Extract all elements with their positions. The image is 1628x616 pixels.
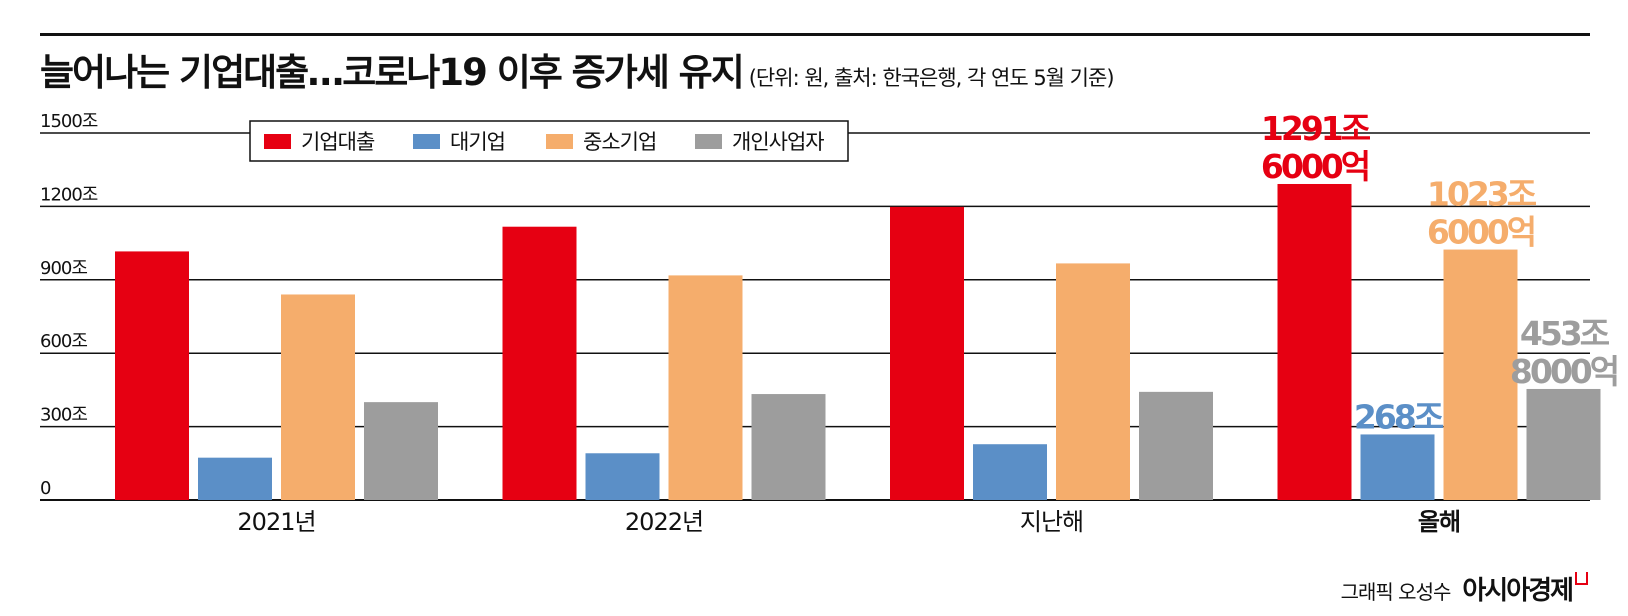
- y-tick-label: 300조: [40, 405, 87, 426]
- y-tick-label: 1200조: [40, 184, 98, 205]
- brand-logo: 아시아경제: [1462, 576, 1574, 606]
- x-tick-label: 지난해: [1020, 508, 1083, 536]
- bar-기업대출: [890, 206, 964, 500]
- chart-title: 늘어나는 기업대출…코로나19 이후 증가세 유지: [40, 51, 745, 94]
- bar-개인사업자: [1139, 391, 1213, 500]
- x-tick-label: 올해: [1418, 508, 1460, 536]
- legend-swatch-기업대출: [264, 134, 291, 149]
- bar-기업대출: [502, 226, 577, 500]
- title-row: 늘어나는 기업대출…코로나19 이후 증가세 유지 (단위: 원, 출처: 한국은…: [40, 42, 1115, 96]
- bar-대기업: [198, 457, 272, 500]
- x-tick-label: 2021년: [237, 508, 315, 536]
- bar-중소기업: [668, 275, 743, 500]
- chart-subtitle: (단위: 원, 출처: 한국은행, 각 연도 5월 기준): [748, 66, 1115, 90]
- legend-swatch-중소기업: [546, 134, 573, 149]
- bar-대기업: [585, 453, 660, 500]
- bar-기업대출: [115, 251, 189, 500]
- bar-개인사업자: [364, 402, 438, 500]
- legend-label: 중소기업: [583, 130, 656, 154]
- legend-swatch-대기업: [413, 134, 440, 149]
- data-label: 453조: [1520, 314, 1610, 353]
- bar-중소기업: [281, 294, 355, 500]
- brand-mark-icon: [1575, 572, 1588, 585]
- y-tick-label: 900조: [40, 258, 87, 279]
- bar-개인사업자: [751, 394, 826, 500]
- data-label: 6000억: [1261, 147, 1368, 186]
- data-label: 6000억: [1427, 213, 1534, 252]
- y-tick-label: 0: [40, 478, 51, 499]
- y-tick-label: 600조: [40, 331, 87, 352]
- bar-대기업: [973, 444, 1047, 500]
- legend-label: 기업대출: [301, 130, 375, 154]
- graphic-credit: 그래픽 오성수: [1340, 580, 1452, 604]
- bar-기업대출: [1277, 183, 1352, 501]
- bar-대기업: [1360, 434, 1435, 500]
- x-tick-label: 2022년: [625, 508, 703, 536]
- data-label: 8000억: [1510, 352, 1617, 391]
- data-label: 1023조: [1427, 175, 1537, 214]
- data-label: 268조: [1354, 397, 1444, 436]
- bar-중소기업: [1056, 263, 1130, 500]
- data-label: 1291조: [1261, 109, 1371, 148]
- bar-개인사업자: [1526, 388, 1601, 500]
- bar-중소기업: [1443, 249, 1518, 500]
- footer: 그래픽 오성수 아시아경제: [1341, 570, 1588, 607]
- legend-swatch-개인사업자: [695, 134, 722, 149]
- legend-label: 대기업: [450, 130, 505, 154]
- legend-label: 개인사업자: [732, 130, 824, 154]
- y-tick-label: 1500조: [40, 111, 98, 132]
- top-rule: [40, 33, 1590, 36]
